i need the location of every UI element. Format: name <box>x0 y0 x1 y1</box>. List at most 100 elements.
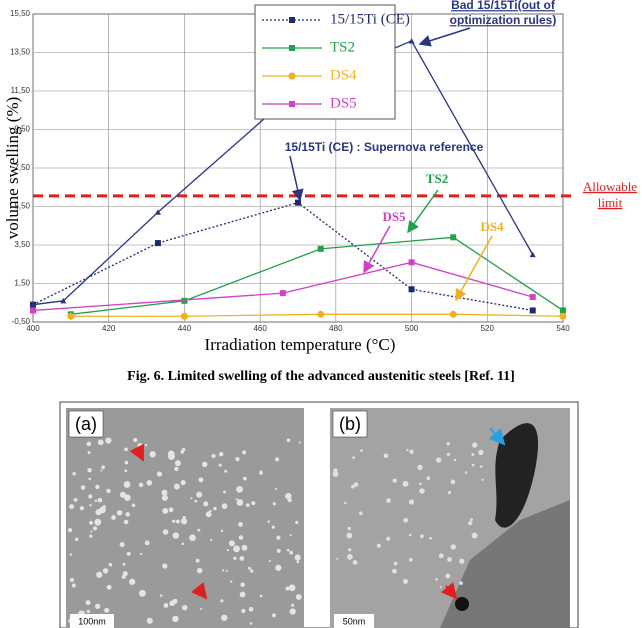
particle <box>226 548 230 552</box>
particle <box>446 442 450 446</box>
y-tick-label: 13,50 <box>10 48 31 57</box>
y-tick-label: 9,50 <box>14 125 30 134</box>
y-tick-label: 11,50 <box>11 86 31 95</box>
arrow <box>455 235 493 302</box>
chart: -0,50 1,50 3,50 5,50 7,50 9,50 11,50 13,50 15,50… <box>3 0 637 354</box>
particle <box>408 557 413 562</box>
particle <box>174 460 181 467</box>
particle <box>156 471 163 477</box>
particle <box>275 457 280 462</box>
particle <box>296 560 300 564</box>
particle <box>172 519 176 523</box>
particle <box>468 521 473 526</box>
particle <box>122 571 128 577</box>
particle <box>106 584 112 590</box>
particle <box>146 480 153 486</box>
legend <box>254 4 396 120</box>
particle <box>196 491 203 498</box>
particle <box>450 544 457 550</box>
particle <box>285 586 290 591</box>
particle <box>196 567 203 574</box>
particle <box>131 503 136 508</box>
particle <box>459 558 465 564</box>
particle <box>346 532 353 539</box>
particle <box>100 469 103 472</box>
particle <box>221 614 228 621</box>
particle <box>124 469 128 473</box>
particle <box>162 563 168 569</box>
series-label: DS4 <box>480 219 504 234</box>
particle <box>359 511 363 516</box>
marker <box>295 199 301 206</box>
particle <box>426 476 431 481</box>
particle <box>353 482 359 487</box>
particle <box>195 558 200 563</box>
particle <box>182 604 188 611</box>
particle <box>210 538 213 542</box>
particle <box>86 609 90 613</box>
particle <box>386 498 391 503</box>
marker <box>408 37 415 44</box>
particle <box>245 503 250 507</box>
micrograph-label: (b) <box>339 414 361 434</box>
particle <box>133 437 138 443</box>
particle <box>120 511 123 514</box>
caption: Fig. 6. Limited swelling of the advanced… <box>127 369 515 384</box>
particle <box>286 548 290 552</box>
series-label: TS2 <box>426 171 448 186</box>
particle <box>85 600 91 606</box>
particle <box>228 540 235 547</box>
particle <box>72 472 76 476</box>
y-tick-label: -0,50 <box>12 317 31 326</box>
particle <box>194 499 198 503</box>
particle <box>236 485 243 493</box>
y-tick-label: 1,50 <box>14 279 30 288</box>
legend-label: DS4 <box>330 67 357 83</box>
particle <box>233 545 240 553</box>
particle <box>238 535 244 540</box>
particle <box>144 443 148 447</box>
particle <box>298 441 301 444</box>
particle <box>79 506 85 511</box>
particle <box>69 504 75 510</box>
particle <box>403 517 409 523</box>
line <box>32 261 533 312</box>
particle <box>250 569 254 573</box>
particle <box>87 451 91 455</box>
particle <box>93 526 98 531</box>
particle <box>106 488 111 494</box>
particle <box>200 607 203 611</box>
particle <box>409 449 414 454</box>
particle <box>125 512 130 517</box>
particle <box>239 591 246 598</box>
particle <box>88 494 93 499</box>
particle <box>383 453 389 459</box>
particle <box>403 578 408 584</box>
particle <box>289 550 294 555</box>
particle <box>288 584 296 592</box>
particle <box>351 484 355 489</box>
particle <box>181 519 187 525</box>
legend-label: 15/15Ti (CE) <box>330 11 410 27</box>
particle <box>402 480 409 487</box>
legend-marker <box>289 45 295 51</box>
particle <box>406 448 409 452</box>
particle <box>189 534 196 542</box>
particle <box>447 491 452 495</box>
particle <box>248 606 254 612</box>
limit-label: Allowable <box>583 179 637 194</box>
arrow <box>418 27 471 47</box>
particle <box>182 516 186 520</box>
particle <box>429 536 432 540</box>
arrow <box>407 189 439 234</box>
marker <box>154 240 161 247</box>
particle <box>74 537 79 542</box>
x-axis-title: Irradiation temperature (°C) <box>205 335 396 354</box>
particle <box>161 489 168 496</box>
arrow <box>363 225 391 274</box>
particle <box>172 615 179 623</box>
particle <box>69 553 73 556</box>
particle <box>123 481 131 488</box>
particle <box>446 452 451 457</box>
particle <box>101 465 105 470</box>
